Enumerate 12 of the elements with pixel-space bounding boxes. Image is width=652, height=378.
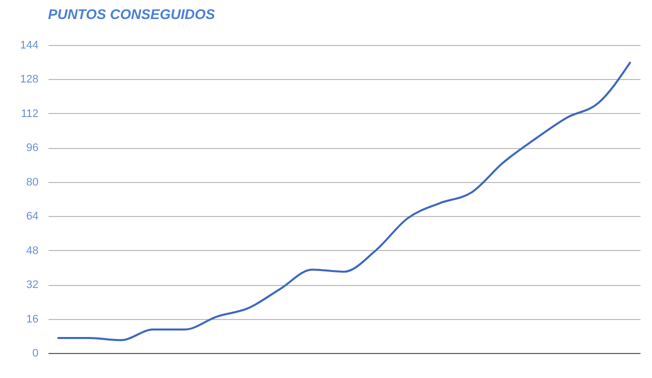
line-series [56, 61, 632, 342]
y-tick-label: 80 [26, 176, 38, 188]
y-tick-label: 128 [20, 74, 38, 86]
y-tick-label: 96 [26, 142, 38, 154]
y-tick-label: 0 [32, 348, 38, 360]
chart-title: PUNTOS CONSEGUIDOS [48, 6, 216, 22]
y-tick-label: 32 [26, 279, 38, 292]
y-tick-label: 112 [20, 108, 38, 120]
y-tick-label: 64 [26, 210, 38, 223]
y-tick-label: 144 [20, 40, 38, 52]
y-tick-label: 16 [26, 313, 38, 326]
y-tick-label: 48 [26, 244, 38, 257]
